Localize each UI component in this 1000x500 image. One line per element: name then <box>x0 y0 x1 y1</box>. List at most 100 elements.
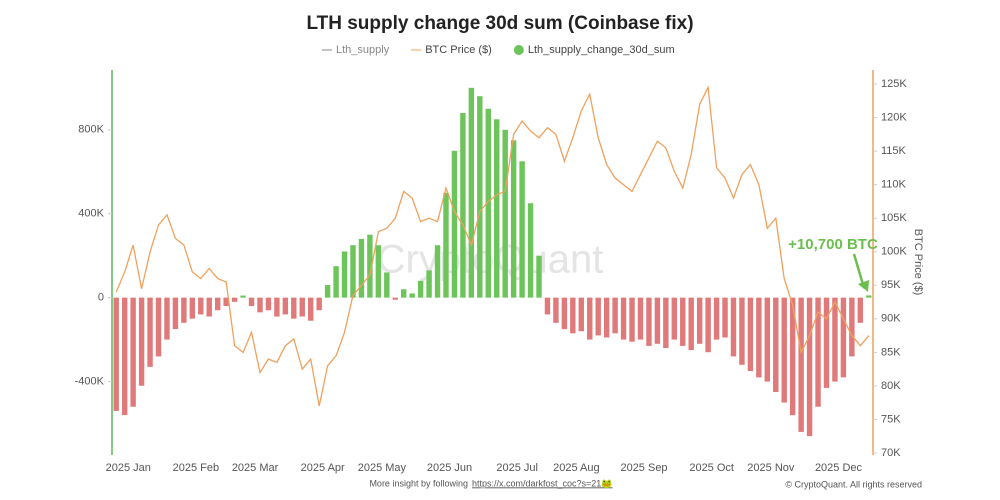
x-tick-label: 2025 Apr <box>301 462 345 474</box>
bar <box>857 297 864 323</box>
bar <box>181 297 187 323</box>
bar <box>646 297 652 346</box>
y2-tick-label: 80K <box>881 380 901 392</box>
bar <box>637 297 644 340</box>
legend-label: Lth_supply <box>336 44 390 56</box>
legend-label: BTC Price ($) <box>425 44 492 56</box>
x-tick-label: 2025 May <box>358 462 407 474</box>
price-line <box>115 85 870 407</box>
y2-tick-label: 90K <box>881 313 901 325</box>
bar <box>570 297 576 334</box>
chart-title: LTH supply change 30d sum (Coinbase fix) <box>306 13 693 34</box>
bar <box>324 285 331 298</box>
x-tick-label: 2025 Jan <box>106 462 151 474</box>
footer-link[interactable]: https://x.com/darkfost_coc?s=21🐸 <box>472 478 613 488</box>
x-tick-label: 2025 Nov <box>747 462 795 474</box>
y-tick-label: 0 <box>98 292 104 304</box>
bar <box>663 297 669 348</box>
bar <box>375 245 382 298</box>
bar <box>798 297 804 432</box>
bar <box>739 297 745 365</box>
y2-tick-label: 110K <box>881 179 907 191</box>
y-tick-label: 400K <box>78 208 104 220</box>
bar <box>781 297 787 403</box>
legend-label: Lth_supply_change_30d_sum <box>528 44 675 56</box>
bar <box>519 161 525 298</box>
bar <box>350 245 356 298</box>
bar <box>494 119 500 298</box>
y2-tick-label: 95K <box>881 279 901 291</box>
bar <box>307 297 314 321</box>
bar <box>502 129 508 298</box>
bar <box>316 297 322 311</box>
bar <box>231 297 238 302</box>
y2-tick-label: 125K <box>881 78 907 90</box>
x-tick-label: 2025 Oct <box>689 462 734 474</box>
y-tick-label: 800K <box>78 124 104 136</box>
bar <box>477 96 483 298</box>
bar <box>510 140 517 298</box>
bar <box>713 297 720 340</box>
bar <box>409 293 415 298</box>
bar <box>282 297 289 315</box>
bar <box>620 297 627 340</box>
y-tick-label: -400K <box>75 375 105 387</box>
bar <box>468 87 475 298</box>
bar <box>764 297 771 382</box>
annotation-arrowhead <box>858 280 869 292</box>
bar <box>392 297 398 300</box>
bar <box>815 297 821 407</box>
bar <box>121 297 128 416</box>
bar <box>189 297 196 319</box>
bar <box>460 113 466 298</box>
bar <box>130 297 136 407</box>
x-tick-label: 2025 Aug <box>553 462 600 474</box>
bar <box>705 297 711 353</box>
bar <box>341 251 348 298</box>
bar <box>265 297 272 311</box>
x-tick-label: 2025 Mar <box>232 462 279 474</box>
bar <box>274 297 280 317</box>
y2-axis-title: BTC Price ($) <box>912 229 924 296</box>
x-tick-label: 2025 Dec <box>815 462 863 474</box>
bar <box>696 297 703 344</box>
bar <box>240 295 246 298</box>
bar <box>849 297 855 357</box>
y2-tick-label: 120K <box>881 112 907 124</box>
bar <box>214 297 221 311</box>
bar <box>553 297 559 323</box>
bar <box>434 245 441 298</box>
bar <box>789 297 796 416</box>
bar <box>443 192 449 298</box>
x-tick-label: 2025 Jul <box>496 462 538 474</box>
bar <box>299 297 305 317</box>
bar <box>603 297 610 338</box>
bar <box>866 295 872 298</box>
annotation-arrow <box>852 253 866 289</box>
bar <box>401 289 407 298</box>
bar <box>536 255 542 298</box>
bar <box>654 297 661 344</box>
bar <box>426 270 432 298</box>
bar <box>384 272 390 298</box>
bar <box>198 297 204 315</box>
bar <box>291 297 297 319</box>
bar <box>612 297 618 334</box>
bar <box>367 234 373 298</box>
bar <box>451 150 458 298</box>
x-tick-label: 2025 Sep <box>620 462 667 474</box>
bar <box>485 108 491 298</box>
bar <box>773 297 779 393</box>
bar <box>680 297 686 346</box>
y2-tick-label: 85K <box>881 346 901 358</box>
bar <box>164 297 170 340</box>
legend-swatch <box>513 45 524 55</box>
bar <box>172 297 179 330</box>
bar <box>113 297 119 411</box>
y2-tick-label: 105K <box>881 212 907 224</box>
bar <box>688 297 694 351</box>
bar <box>138 297 145 386</box>
bar <box>747 297 754 372</box>
bar <box>756 297 762 378</box>
